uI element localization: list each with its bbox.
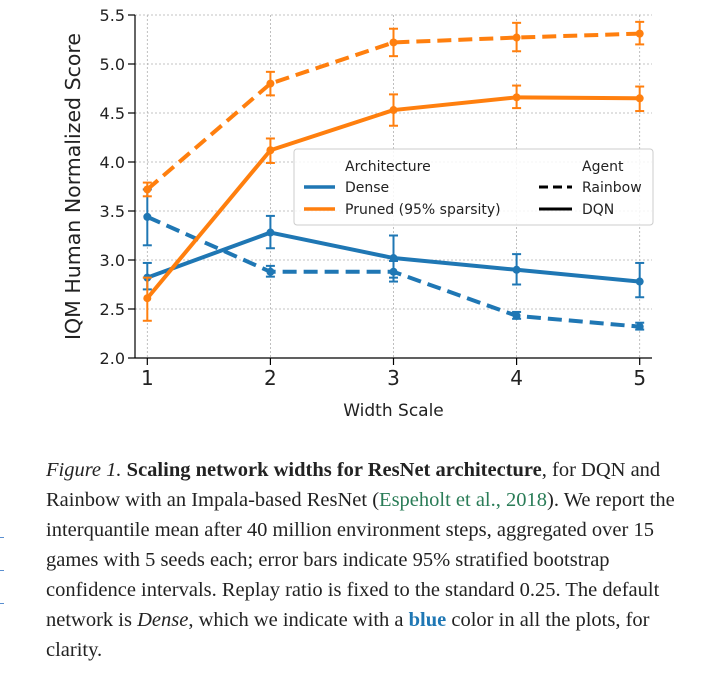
x-tick-label: 3 [387,366,400,390]
y-tick-label: 5.0 [100,55,125,74]
y-tick-label: 3.5 [100,202,125,221]
x-tick-label: 4 [510,366,523,390]
legend-architecture-title: Architecture [345,159,431,175]
data-point [389,106,398,115]
legend-box [293,148,654,226]
series-line [146,31,640,191]
data-point [143,212,152,221]
series-layer [142,20,645,331]
caption-text: ). We report the interquantile mean afte… [46,489,675,631]
legend: Architecture Dense Pruned (95% sparsity) Ag… [293,148,654,226]
margin-mark [0,570,4,571]
series-dense-dqn [142,214,645,299]
legend-agent-title: Agent [582,159,624,175]
figure: 2.0 2.5 3.0 3.5 4.0 4.5 5.0 5.5 1 2 3 4 5 Width Scale… [61,6,654,421]
data-point [143,294,152,303]
axes: 2.0 2.5 3.0 3.5 4.0 4.5 5.0 5.5 1 2 3 4 5 Width Scale… [61,6,652,421]
caption-text: , which we indicate with a [188,609,409,631]
data-point [389,38,398,47]
margin-mark [0,603,4,604]
x-tick-label: 1 [141,366,154,390]
y-tick-label: 2.5 [100,300,125,319]
data-point [512,311,521,320]
x-axis-label: Width Scale [343,401,444,421]
y-tick-label: 3.0 [100,251,125,270]
caption-dense-word: Dense [137,609,189,631]
data-point [512,33,521,42]
x-tick-label: 5 [633,366,646,390]
caption-text: , for DQN and Rainbow with an Impala-bas… [46,459,661,511]
citation-link[interactable]: Espeholt et al., 2018 [379,489,548,511]
series-pruned-dqn [142,84,645,322]
y-axis-label: IQM Human Normalized Score [61,33,85,340]
data-point [266,146,275,155]
data-point [266,228,275,237]
line-chart: 2.0 2.5 3.0 3.5 4.0 4.5 5.0 5.5 1 2 3 4 5 Width Scale… [61,6,654,421]
series-pruned-rainbow [142,20,645,198]
y-tick-label: 2.0 [100,349,125,368]
data-point [635,94,644,103]
data-point [512,93,521,102]
data-point [266,79,275,88]
caption-title: Scaling network widths for ResNet archit… [126,459,542,481]
caption-text: color in all the plots, for clarity. [46,609,650,661]
legend-architecture-item: Dense [345,180,389,196]
legend-agent-item: Rainbow [582,180,642,196]
data-point [389,254,398,263]
y-tick-label: 4.5 [100,104,125,123]
data-point [635,322,644,331]
caption-blue-word: blue [408,609,447,631]
data-point [143,185,152,194]
data-point [635,29,644,38]
x-tick-label: 2 [264,366,277,390]
data-point [635,277,644,286]
caption-label: Figure 1. [46,459,122,481]
legend-architecture-item: Pruned (95% sparsity) [345,202,501,218]
y-tick-label: 4.0 [100,153,125,172]
data-point [266,267,275,276]
margin-mark [0,537,4,538]
data-point [512,265,521,274]
figure-caption: Figure 1. Scaling network widths for Res… [46,455,676,665]
y-tick-label: 5.5 [100,6,125,25]
legend-agent-item: DQN [582,202,614,218]
